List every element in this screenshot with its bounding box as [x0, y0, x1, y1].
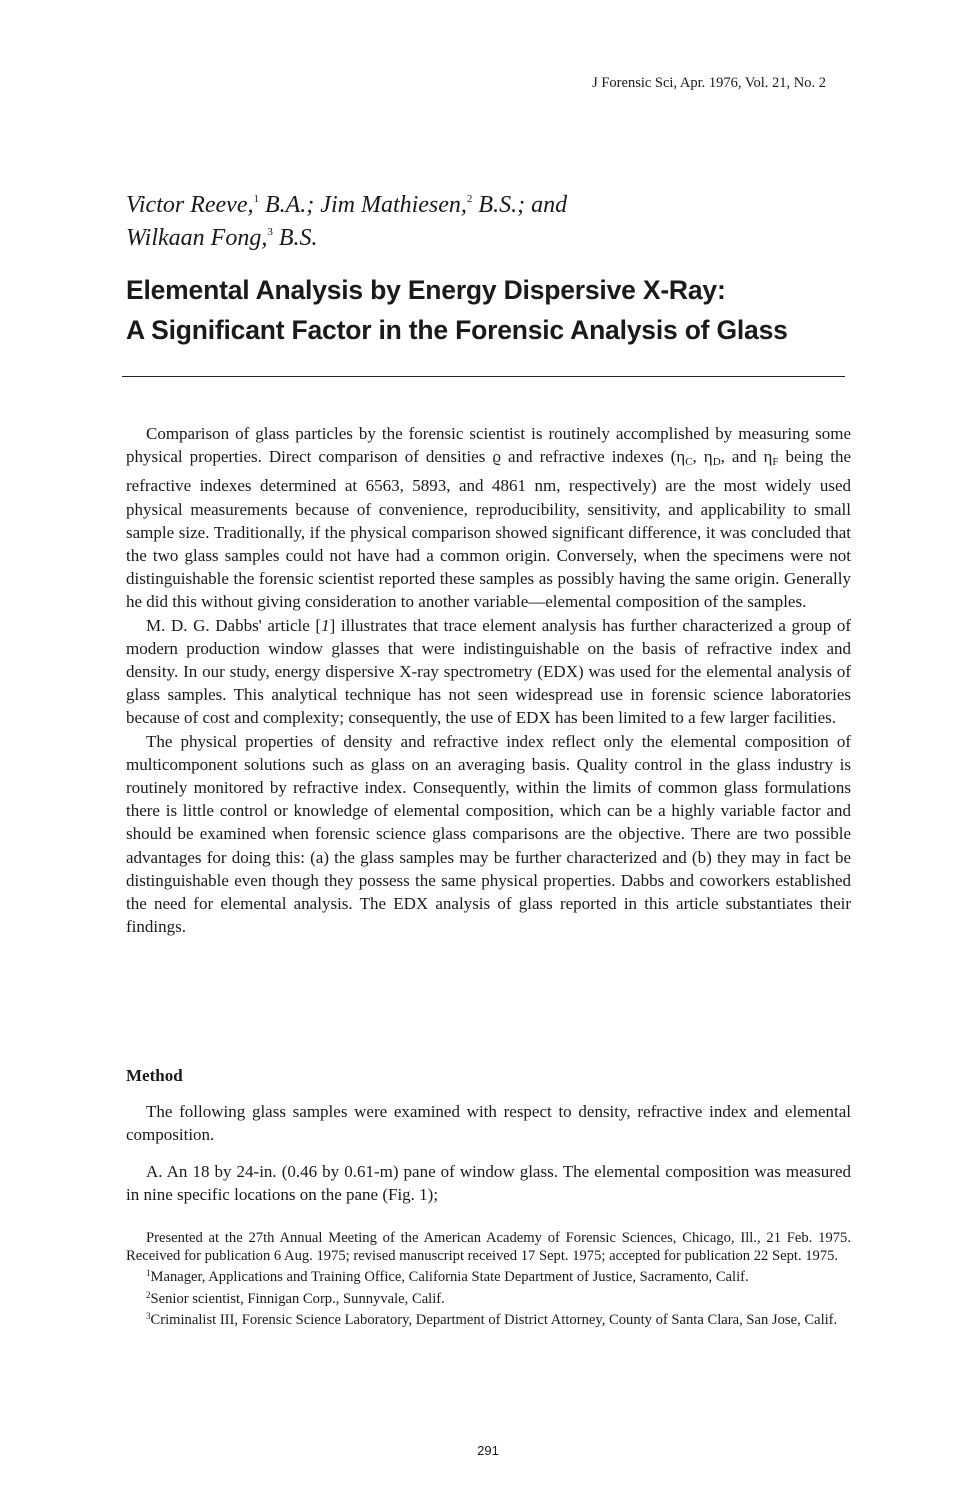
eta-symbol: η: [703, 447, 713, 467]
footnote-marker: 2: [146, 1289, 151, 1300]
author-degree: B.A.; Jim Mathiesen,: [258, 192, 467, 218]
author-name: Victor Reeve,: [126, 192, 254, 218]
text: , and: [720, 447, 764, 467]
footnote-marker: 3: [267, 226, 273, 238]
subscript: C: [685, 456, 693, 469]
footnote-marker: 1: [253, 193, 259, 205]
eta-symbol: η: [676, 447, 686, 467]
footnote-presented: Presented at the 27th Annual Meeting of …: [126, 1230, 851, 1264]
method-paragraph-1: The following glass samples were examine…: [126, 1102, 851, 1145]
text: Criminalist III, Forensic Science Labora…: [150, 1312, 838, 1329]
article-title: Elemental Analysis by Energy Dispersive …: [126, 270, 788, 350]
title-divider: [122, 376, 845, 377]
text: Senior scientist, Finnigan Corp., Sunnyv…: [150, 1290, 445, 1307]
introduction: Comparison of glass particles by the for…: [126, 422, 851, 938]
author-name: Wilkaan Fong,: [126, 225, 268, 251]
title-line-1: Elemental Analysis by Energy Dispersive …: [126, 275, 726, 305]
author-line-1: Victor Reeve,1 B.A.; Jim Mathiesen,2 B.S…: [126, 186, 567, 219]
method-paragraph-2-wrap: A. An 18 by 24-in. (0.46 by 0.61-m) pane…: [126, 1160, 851, 1206]
footnote-marker: 3: [146, 1311, 151, 1322]
intro-paragraph-1: Comparison of glass particles by the for…: [126, 422, 851, 614]
section-heading-method: Method: [126, 1066, 183, 1085]
subscript: F: [772, 456, 779, 469]
footnote-1: 1Manager, Applications and Training Offi…: [126, 1265, 851, 1287]
subscript: D: [712, 456, 721, 469]
rho-symbol: ϱ: [492, 447, 502, 467]
method-paragraph-1-wrap: The following glass samples were examine…: [126, 1100, 851, 1146]
text: Comparison of glass particles by the for…: [126, 424, 851, 467]
footnote-marker: 2: [466, 193, 473, 205]
eta-symbol: η: [763, 447, 773, 467]
running-head: J Forensic Sci, Apr. 1976, Vol. 21, No. …: [592, 75, 826, 91]
intro-paragraph-2: M. D. G. Dabbs' article [1] illustrates …: [126, 614, 851, 730]
author-degree: B.S.; and: [472, 192, 568, 218]
page-number: 291: [477, 1443, 499, 1458]
author-degree: B.S.: [272, 225, 318, 251]
text: M. D. G. Dabbs' article [: [146, 615, 322, 635]
footnote-marker: 1: [146, 1268, 151, 1279]
text: being the refractive indexes determined …: [126, 447, 852, 612]
footnote-2: 2Senior scientist, Finnigan Corp., Sunny…: [126, 1287, 851, 1309]
title-line-2: A Significant Factor in the Forensic Ana…: [126, 315, 788, 345]
footnote-3: 3Criminalist III, Forensic Science Labor…: [126, 1308, 851, 1330]
method-paragraph-2: A. An 18 by 24-in. (0.46 by 0.61-m) pane…: [126, 1162, 851, 1205]
text: ,: [692, 447, 704, 467]
text: Manager, Applications and Training Offic…: [150, 1269, 749, 1286]
text: and refractive indexes (: [501, 447, 677, 467]
citation-ref: 1: [321, 615, 330, 635]
intro-paragraph-3: The physical properties of density and r…: [126, 731, 851, 937]
footnotes: Presented at the 27th Annual Meeting of …: [126, 1230, 851, 1330]
author-line-2: Wilkaan Fong,3 B.S.: [126, 219, 567, 252]
text: ] illustrates that trace element analysi…: [126, 615, 851, 728]
author-list: Victor Reeve,1 B.A.; Jim Mathiesen,2 B.S…: [126, 186, 567, 252]
